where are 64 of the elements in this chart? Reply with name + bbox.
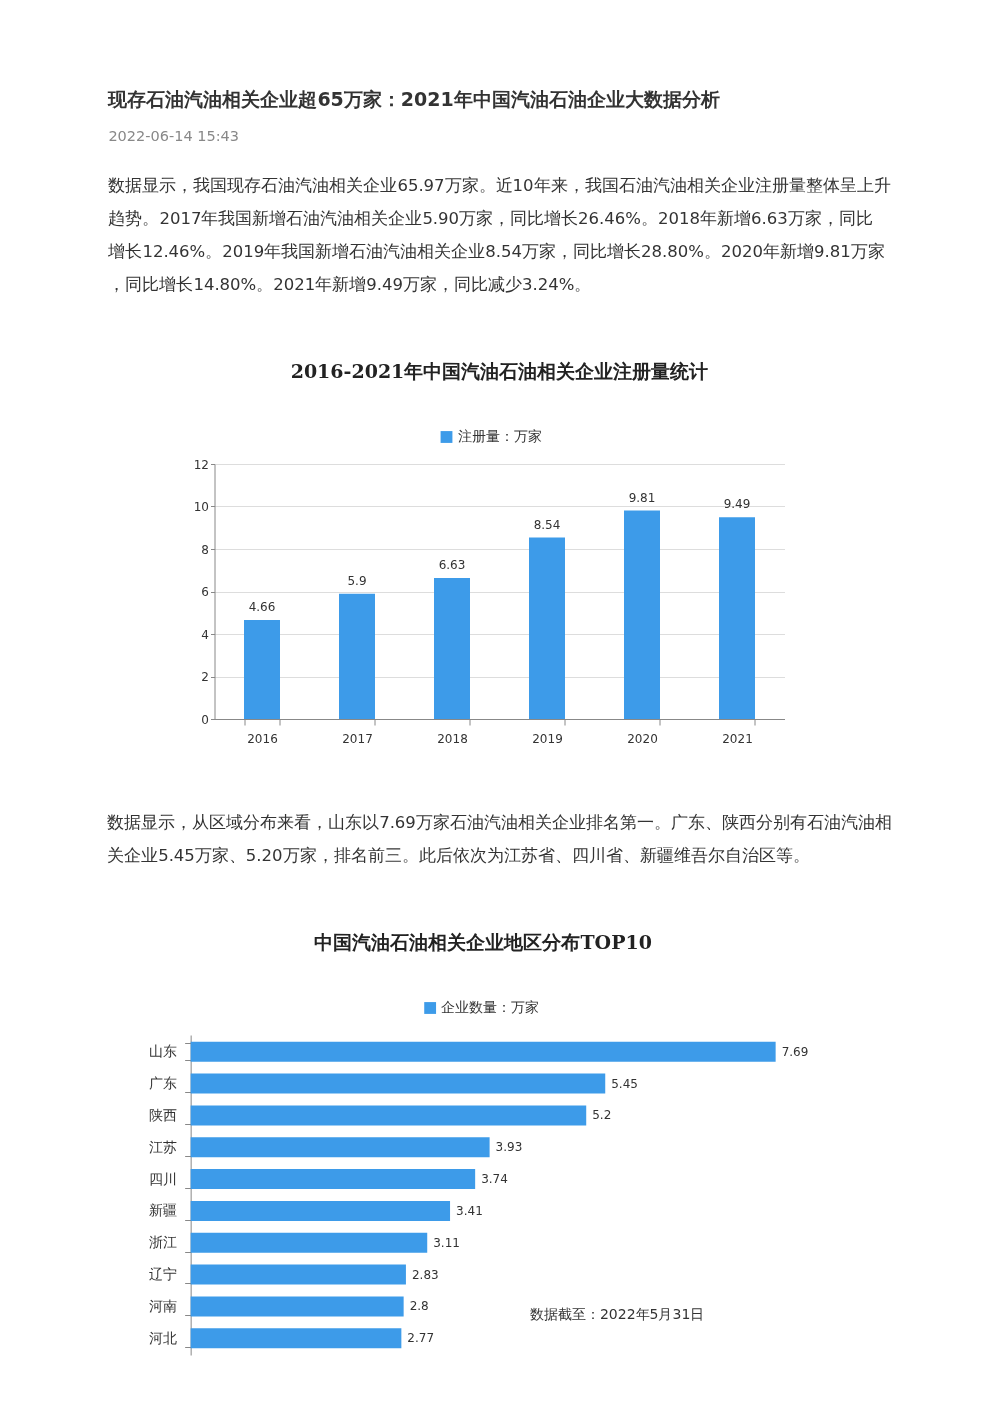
y-tick-label: 10 bbox=[193, 500, 209, 514]
data-label: 2.77 bbox=[407, 1331, 435, 1346]
bar bbox=[190, 1073, 606, 1094]
y-tick-label: 陕西 bbox=[149, 1106, 178, 1123]
data-label: 4.66 bbox=[248, 599, 276, 614]
data-label: 2.83 bbox=[411, 1267, 439, 1282]
bar bbox=[190, 1137, 490, 1158]
data-label: 3.11 bbox=[433, 1235, 460, 1250]
y-tick-label: 河南 bbox=[149, 1297, 178, 1314]
data-label: 5.2 bbox=[592, 1108, 612, 1123]
data-label: 7.69 bbox=[781, 1044, 809, 1059]
data-label: 5.9 bbox=[347, 573, 367, 588]
bar bbox=[190, 1328, 402, 1349]
text: 数据显示，从区域分布来看，山东以7.69万家石油汽油相关企业排名第一。广东、陕西分别有石油汽油相关企业5.45万家、5.20万家，排名前三。此后依次为江苏省、四川省、新疆维吾尔自治区等。 bbox=[107, 812, 892, 865]
bar bbox=[190, 1296, 404, 1317]
data-label: 3.93 bbox=[495, 1140, 523, 1155]
x-tick-label: 2019 bbox=[532, 731, 563, 746]
y-tick-label: 辽宁 bbox=[149, 1266, 178, 1283]
data-label: 3.41 bbox=[456, 1203, 483, 1218]
bar bbox=[339, 593, 375, 719]
bar bbox=[244, 619, 280, 719]
data-label: 5.45 bbox=[611, 1076, 638, 1091]
y-tick-label: 0 bbox=[201, 712, 209, 727]
x-tick-label: 2017 bbox=[342, 731, 373, 746]
annotation: 数据截至：2022年5月31日 bbox=[529, 1306, 705, 1322]
bar bbox=[190, 1105, 587, 1126]
x-tick-label: 2016 bbox=[247, 731, 278, 746]
chart-title: 2016-2021年中国汽油石油相关企业注册量统计 bbox=[290, 360, 709, 382]
x-tick-label: 2018 bbox=[437, 731, 468, 746]
bar bbox=[529, 537, 565, 719]
data-label: 8.54 bbox=[533, 517, 561, 532]
legend-label: 注册量：万家 bbox=[457, 428, 542, 444]
bar bbox=[719, 517, 755, 719]
bar bbox=[190, 1041, 776, 1062]
chart-title: 中国汽油石油相关企业地区分布TOP10 bbox=[314, 931, 652, 953]
y-tick-label: 6 bbox=[201, 585, 209, 599]
y-tick-label: 河北 bbox=[149, 1329, 178, 1346]
bar bbox=[190, 1169, 476, 1190]
text: 2022-06-14 15:43 bbox=[108, 127, 240, 144]
bar bbox=[190, 1264, 406, 1285]
y-tick-label: 江苏 bbox=[149, 1138, 178, 1155]
y-tick-label: 四川 bbox=[149, 1170, 178, 1187]
data-label: 9.81 bbox=[628, 490, 656, 505]
y-tick-label: 12 bbox=[193, 457, 209, 472]
bar bbox=[190, 1232, 428, 1253]
y-tick-label: 新疆 bbox=[149, 1202, 178, 1219]
y-tick-label: 8 bbox=[201, 542, 209, 557]
y-tick-label: 2 bbox=[201, 670, 209, 684]
y-tick-label: 山东 bbox=[149, 1043, 178, 1060]
text: 现存石油汽油相关企业超65万家：2021年中国汽油石油企业大数据分析 bbox=[107, 87, 720, 110]
data-label: 3.74 bbox=[481, 1172, 508, 1187]
data-label: 9.49 bbox=[723, 497, 751, 512]
legend-label: 企业数量：万家 bbox=[441, 999, 540, 1015]
x-tick-label: 2021 bbox=[722, 731, 753, 746]
data-label: 2.8 bbox=[409, 1299, 429, 1314]
bar bbox=[434, 578, 470, 719]
bar bbox=[624, 510, 660, 719]
y-tick-label: 广东 bbox=[149, 1075, 178, 1092]
y-tick-label: 浙江 bbox=[149, 1234, 178, 1251]
bar bbox=[190, 1200, 451, 1221]
data-label: 6.63 bbox=[438, 558, 466, 573]
x-tick-label: 2020 bbox=[627, 731, 658, 746]
text: 数据显示，我国现存石油汽油相关企业65.97万家。近10年来，我国石油汽油相关企业注册量整体呈上升趋势。2017年我国新增石油汽油相关企业5.90万家，同比增长26.46%。2018年新增6.63万家，同比增长12.46%。2019年我国新增石油汽油相关企业8.54万家，同比增长28.80%。2020年新增9.81万家，同比增长14.80%。2021年新增9.49万家，同比减少3.24%。 bbox=[107, 175, 891, 294]
y-tick-label: 4 bbox=[201, 627, 209, 642]
